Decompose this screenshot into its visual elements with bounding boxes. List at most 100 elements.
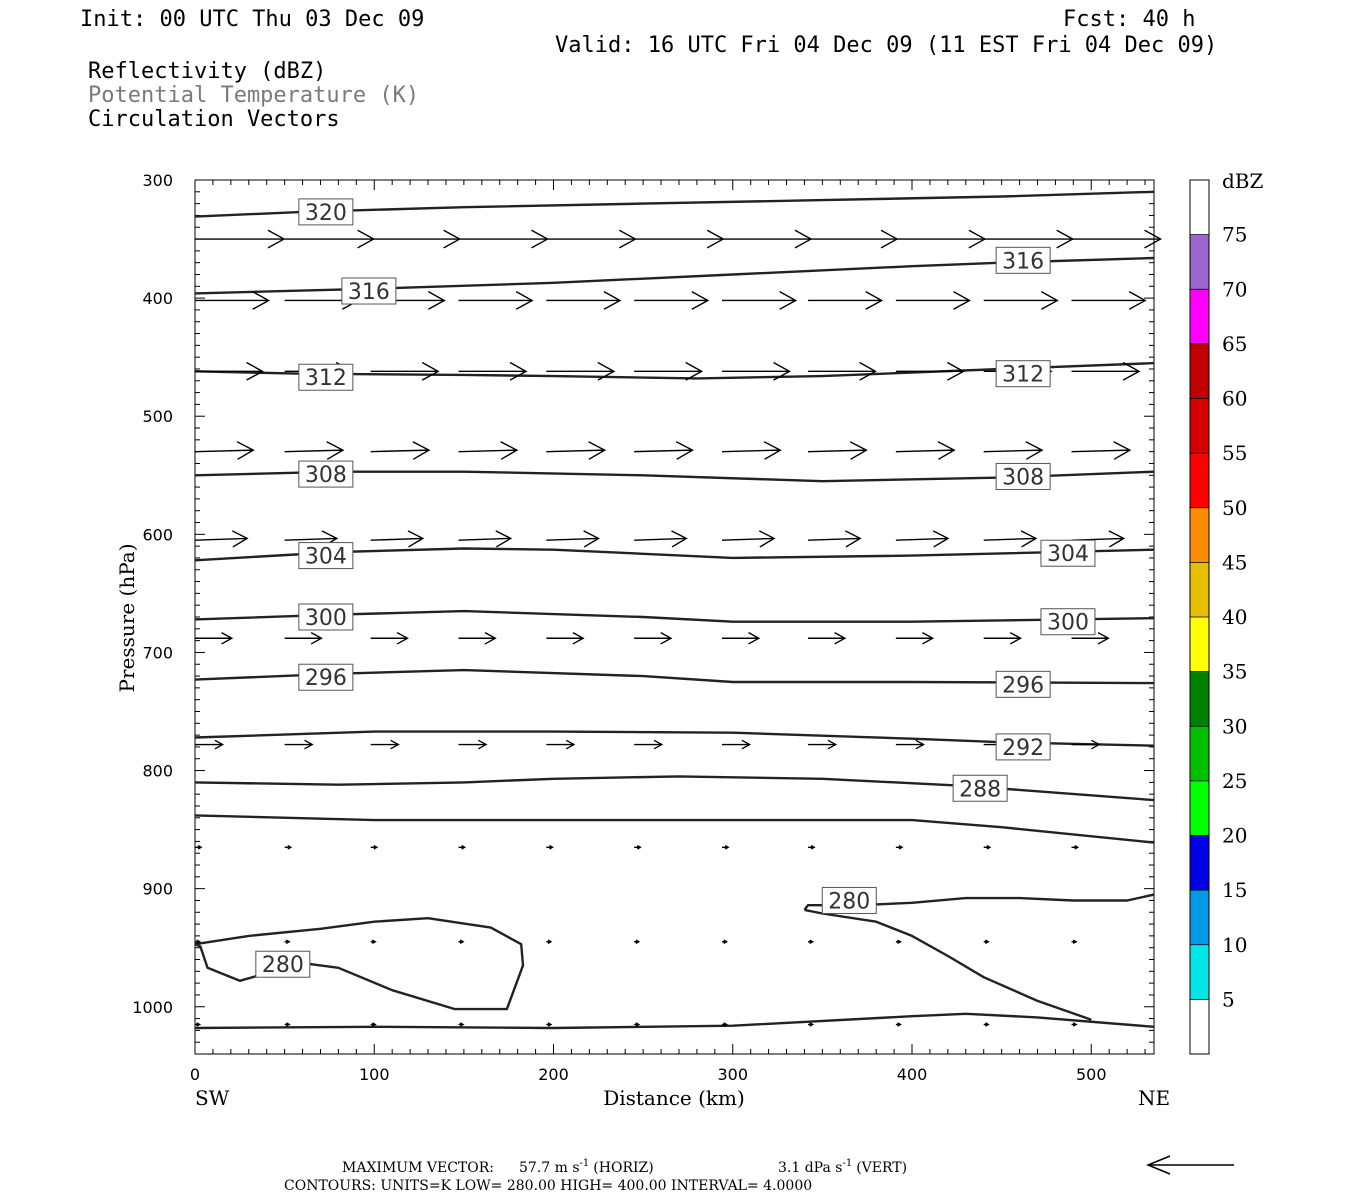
circulation-vector (546, 361, 616, 381)
colorbar-swatch (1190, 343, 1209, 399)
colorbar-label: 40 (1222, 605, 1247, 629)
theta-contour-280 (194, 917, 525, 1011)
circulation-vector (634, 845, 642, 850)
colorbar-label: 30 (1222, 714, 1247, 738)
x-tick-label: 200 (538, 1065, 569, 1084)
contour-label: 316 (341, 277, 397, 305)
colorbar-label: 45 (1222, 550, 1247, 574)
colorbar-label: 60 (1222, 387, 1247, 411)
colorbar-swatch (1190, 289, 1209, 344)
circulation-vector (546, 530, 600, 548)
circulation-vector (634, 361, 704, 381)
circulation-vector (983, 845, 992, 850)
circulation-vector (195, 631, 234, 645)
circulation-vector (546, 441, 607, 460)
y-tick-label: 300 (142, 171, 173, 190)
theta-contour-284 (194, 814, 1155, 844)
circulation-vector (808, 939, 815, 945)
circulation-vector (370, 939, 377, 945)
circulation-vector (1071, 631, 1110, 645)
circulation-vector (546, 291, 622, 310)
circulation-vector (370, 441, 431, 460)
circulation-vector (808, 845, 816, 850)
circulation-vector (634, 631, 673, 645)
circulation-vector (1071, 845, 1080, 850)
x-tick-label: 100 (359, 1065, 390, 1084)
contour-label-text: 316 (348, 280, 390, 305)
y-tick-label: 1000 (132, 998, 173, 1017)
circulation-vector (370, 530, 425, 548)
circulation-vector (458, 845, 467, 850)
circulation-vector (722, 939, 729, 945)
y-tick-label: 800 (142, 762, 173, 781)
contour-label-text: 296 (1002, 673, 1044, 698)
contour-label-text: 300 (1047, 611, 1089, 636)
circulation-vector (546, 939, 553, 945)
colorbar-swatch (1190, 562, 1209, 617)
circulation-vector (546, 631, 585, 645)
circulation-vector (1071, 291, 1147, 310)
colorbar-swatch (1190, 890, 1209, 945)
theta-contour-280 (804, 908, 1092, 1021)
contour-label: 296 (298, 663, 354, 691)
legend-vectors: Circulation Vectors (88, 107, 340, 132)
contour-label: 316 (995, 246, 1051, 274)
colorbar-swatch (1190, 453, 1209, 508)
colorbar-swatch (1190, 234, 1209, 290)
theta-contour-288 (194, 775, 1155, 802)
circulation-vector (634, 441, 694, 460)
circulation-vector (634, 291, 710, 310)
circulation-vector (194, 530, 249, 548)
contour-label-text: 312 (1002, 363, 1044, 388)
y-tick-label: 600 (142, 525, 173, 544)
circulation-vector (195, 361, 264, 381)
contour-label: 308 (298, 460, 354, 488)
circulation-vector (634, 739, 664, 750)
colorbar-label: 10 (1222, 933, 1247, 957)
x-tick-label: 300 (717, 1065, 748, 1084)
circulation-vector (546, 739, 576, 750)
colorbar-swatch (1190, 507, 1209, 563)
circulation-vector (1071, 1022, 1078, 1027)
contour-info: CONTOURS: UNITS=K LOW= 280.00 HIGH= 400.… (284, 1178, 812, 1194)
circulation-vector (1071, 739, 1101, 750)
legend-theta: Potential Temperature (K) (88, 83, 419, 108)
circulation-vector (634, 939, 641, 945)
x-tick-label: 0 (190, 1065, 200, 1084)
colorbar-label: 35 (1222, 660, 1247, 684)
reference-vector-icon (1146, 1155, 1234, 1175)
circulation-vector (370, 361, 440, 381)
colorbar-label: 50 (1222, 496, 1247, 520)
circulation-vector (195, 291, 271, 310)
circulation-vector (722, 631, 761, 645)
circulation-vector (722, 1022, 729, 1027)
circulation-vector (722, 845, 730, 850)
colorbar-label: 25 (1222, 769, 1247, 793)
contour-label: 296 (995, 670, 1051, 698)
colorbar-swatch (1190, 726, 1209, 781)
circulation-vector (808, 1022, 815, 1027)
circulation-vector (370, 1022, 377, 1027)
y-tick-label: 400 (142, 289, 173, 308)
circulation-vector (284, 441, 345, 460)
circulation-vector (1071, 361, 1141, 381)
x-tick-label: 400 (897, 1065, 928, 1084)
x-tick-label: 500 (1076, 1065, 1107, 1084)
circulation-vector (983, 1022, 990, 1027)
colorbar-swatch (1190, 180, 1209, 235)
circulation-vector (895, 530, 950, 548)
contour-label-text: 316 (1002, 249, 1044, 274)
circulation-vector (808, 739, 838, 750)
contour-label: 288 (952, 774, 1008, 802)
x-axis-title: Distance (km) (603, 1086, 745, 1110)
y-tick-label: 700 (142, 643, 173, 662)
colorbar-swatch (1190, 671, 1209, 727)
circulation-vector (895, 845, 904, 850)
y-tick-label: 900 (142, 880, 173, 899)
contour-label-text: 312 (305, 366, 347, 391)
circulation-vector (895, 441, 956, 460)
colorbar-swatch (1190, 398, 1209, 454)
circulation-vector (546, 1022, 553, 1027)
contour-label: 300 (1040, 608, 1096, 636)
